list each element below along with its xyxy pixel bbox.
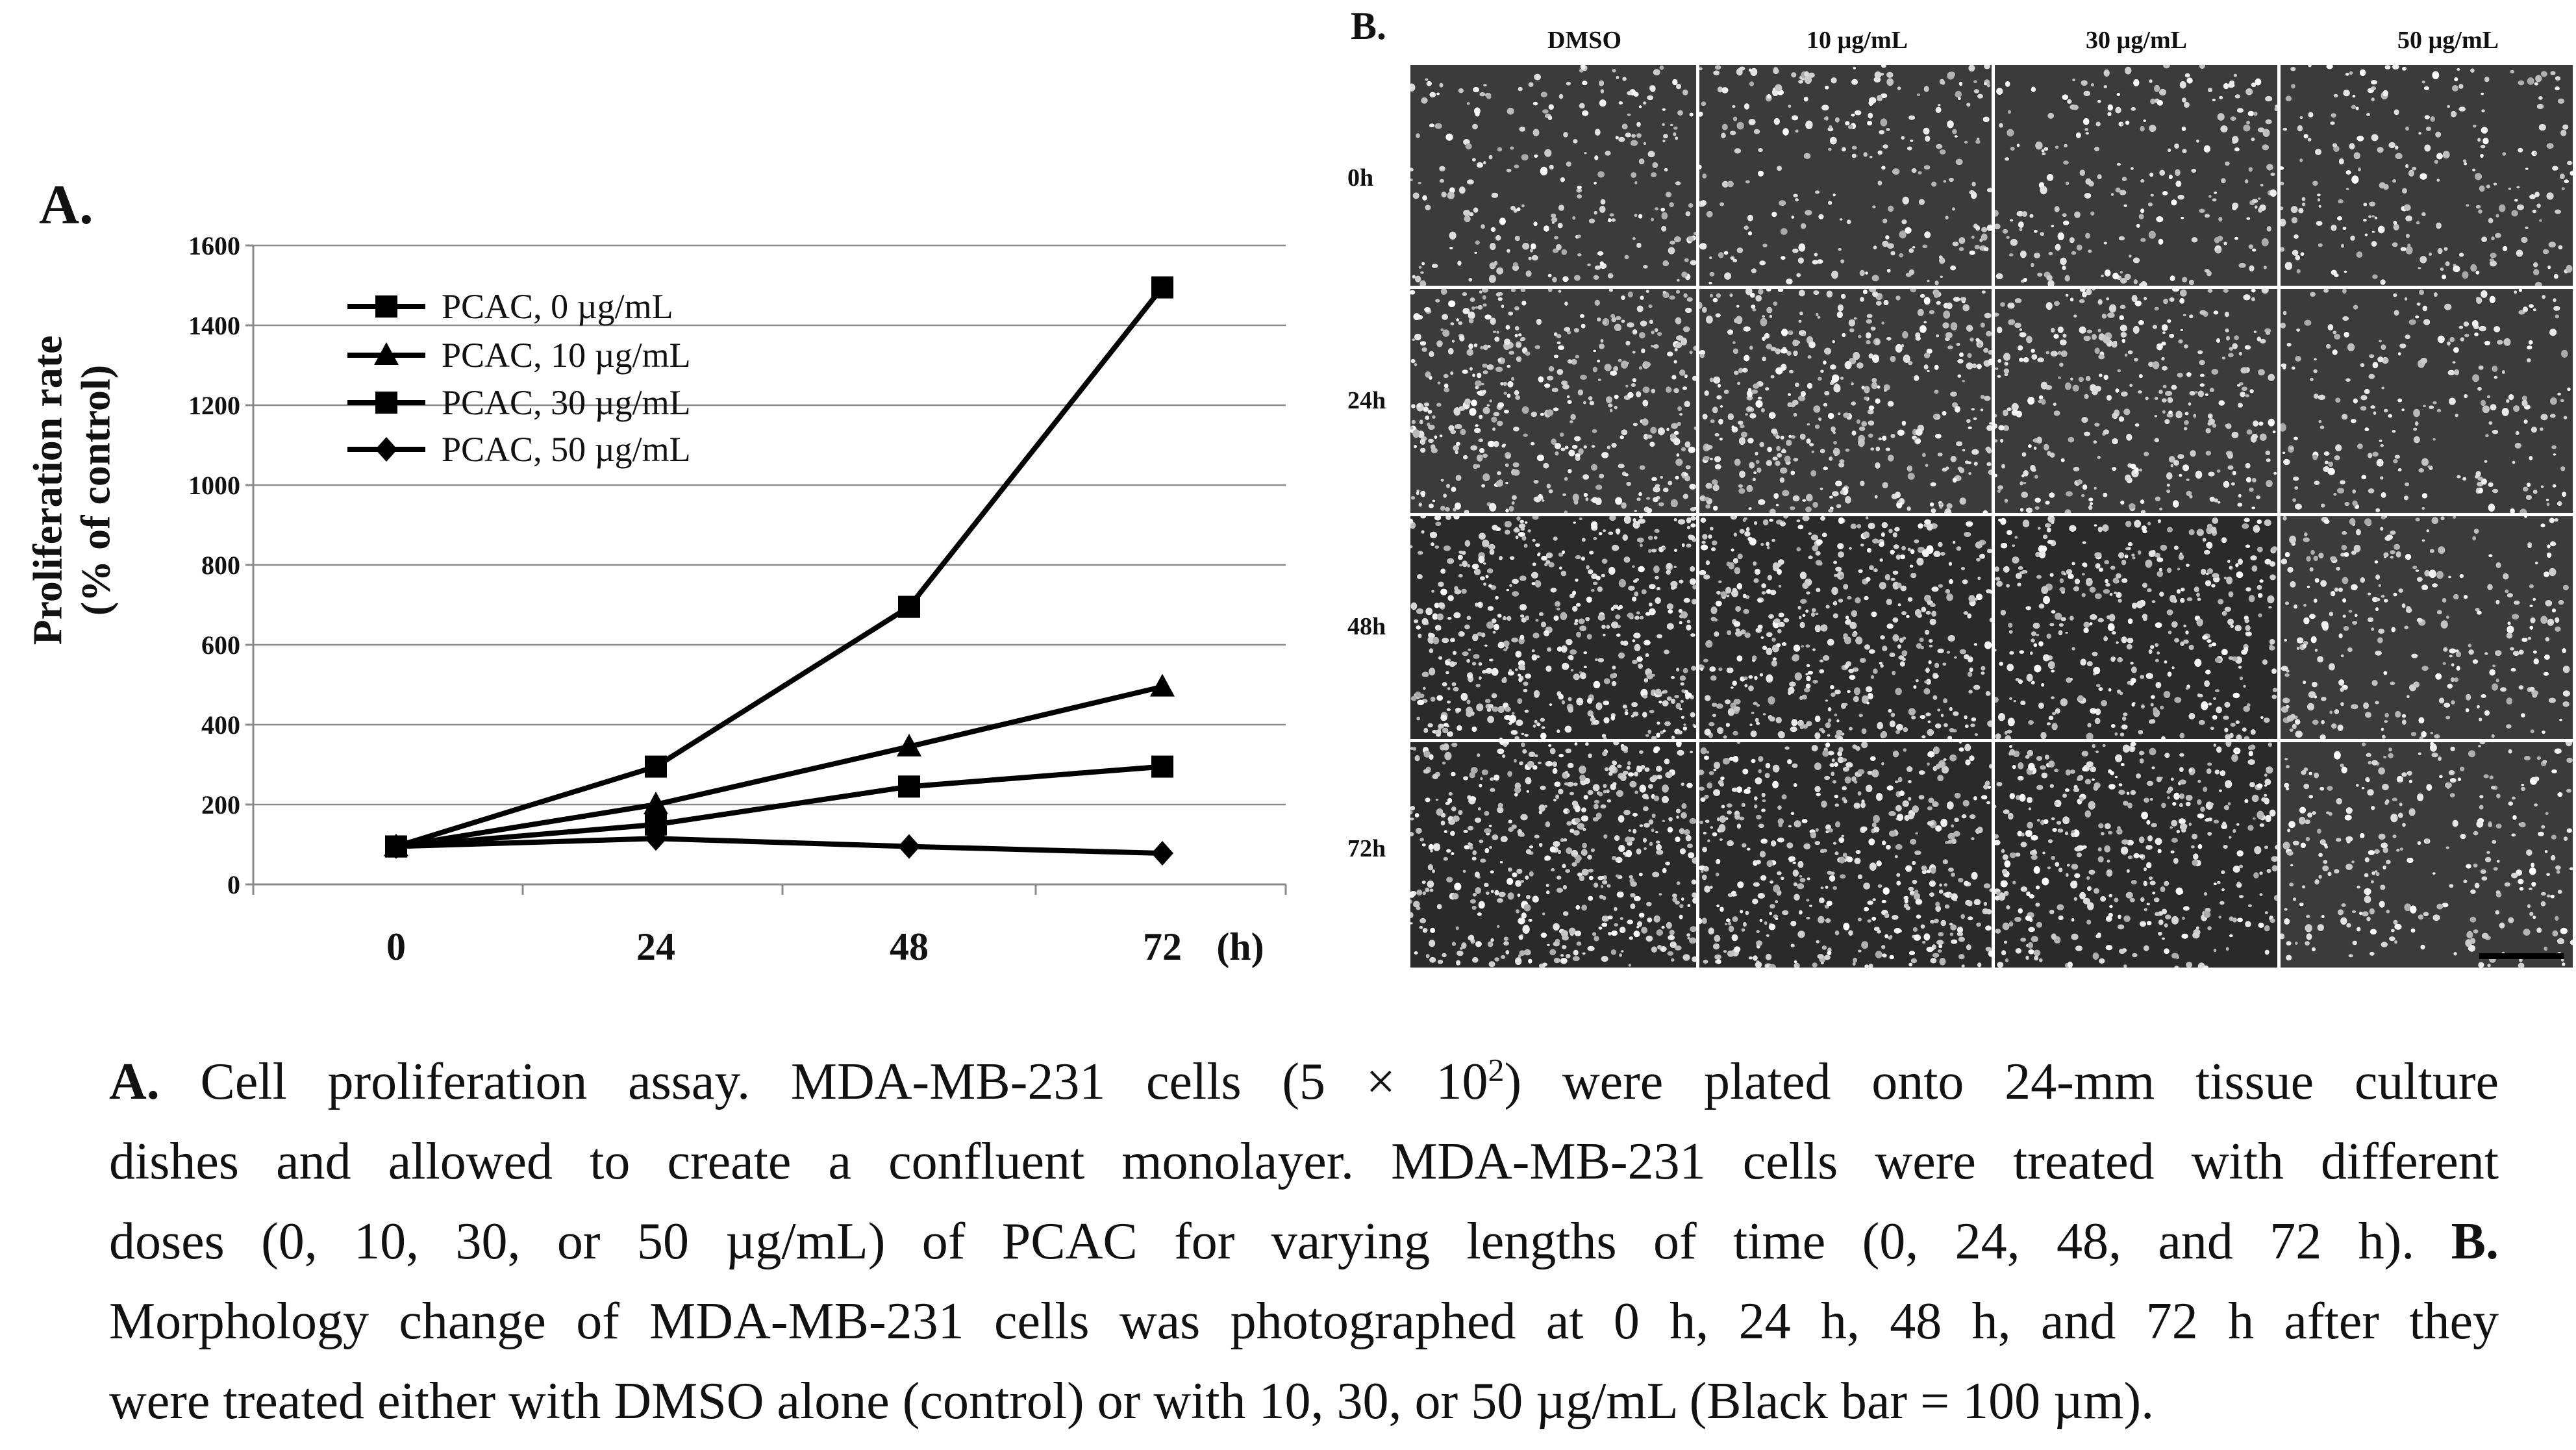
data-point bbox=[898, 834, 920, 859]
legend-entry: PCAC, 0 µg/mL bbox=[442, 287, 673, 326]
legend-entry: PCAC, 50 µg/mL bbox=[442, 430, 691, 469]
row-header-24h: 24h bbox=[1347, 387, 1386, 414]
data-point bbox=[644, 792, 668, 814]
data-point bbox=[645, 826, 667, 851]
x-tick-label: 0 bbox=[386, 925, 406, 968]
series-line-0 bbox=[395, 286, 1165, 849]
caption-line: Morphology change of MDA-MB-231 cells wa… bbox=[109, 1282, 2499, 1362]
caption-text: dishes and allowed to create a confluent… bbox=[109, 1133, 2499, 1190]
y-tick-label: 600 bbox=[201, 631, 240, 660]
micrograph-48h-2 bbox=[1995, 516, 2277, 739]
caption-line: A. Cell proliferation assay. MDA-MB-231 … bbox=[109, 1042, 2499, 1122]
data-point bbox=[385, 834, 407, 859]
data-point bbox=[898, 595, 920, 618]
legend-marker bbox=[375, 392, 397, 414]
micrograph-72h-3 bbox=[2281, 742, 2573, 968]
x-axis-unit: (h) bbox=[1216, 925, 1264, 968]
caption-text: Morphology change of MDA-MB-231 cells wa… bbox=[109, 1293, 2499, 1350]
caption-line: were treated either with DMSO alone (con… bbox=[109, 1362, 2499, 1442]
scale-bar bbox=[2479, 953, 2564, 959]
caption-panel-ref: B. bbox=[2451, 1213, 2499, 1270]
y-tick-label: 0 bbox=[227, 870, 240, 899]
micrograph-48h-3 bbox=[2281, 516, 2573, 739]
column-header-dmso: DMSO bbox=[1547, 27, 1621, 54]
legend-entry: PCAC, 10 µg/mL bbox=[442, 336, 691, 375]
column-header-50ug: 50 µg/mL bbox=[2397, 27, 2499, 54]
micrograph-24h-3 bbox=[2281, 289, 2573, 513]
y-tick-label: 1200 bbox=[188, 391, 240, 420]
series-line-2 bbox=[395, 764, 1163, 849]
y-tick-label: 1600 bbox=[188, 231, 240, 260]
x-tick-label: 48 bbox=[890, 925, 929, 968]
row-header-0h: 0h bbox=[1347, 164, 1374, 192]
data-point bbox=[898, 775, 920, 798]
micrograph-72h-0 bbox=[1410, 742, 1696, 968]
caption-text: ) were plated onto 24-mm tissue culture bbox=[1504, 1053, 2499, 1110]
data-point bbox=[645, 755, 667, 778]
caption-panel-ref: A. bbox=[109, 1053, 160, 1110]
micrograph-0h-1 bbox=[1699, 65, 1992, 286]
data-point bbox=[897, 733, 921, 756]
micrograph-72h-2 bbox=[1995, 742, 2277, 968]
column-header-10ug: 10 µg/mL bbox=[1807, 27, 1908, 54]
micrograph-0h-2 bbox=[1995, 65, 2277, 286]
legend-marker bbox=[375, 295, 397, 318]
y-tick-label: 400 bbox=[201, 710, 240, 740]
row-header-48h: 48h bbox=[1347, 613, 1386, 640]
data-point bbox=[1151, 755, 1173, 778]
y-tick-label: 800 bbox=[201, 551, 240, 580]
series-line-1 bbox=[395, 684, 1163, 849]
legend-entry: PCAC, 30 µg/mL bbox=[442, 383, 691, 422]
caption-text: Cell proliferation assay. MDA-MB-231 cel… bbox=[159, 1053, 1488, 1110]
micrograph-grid bbox=[1410, 65, 2573, 968]
y-tick-label: 1000 bbox=[188, 471, 240, 500]
micrograph-0h-0 bbox=[1410, 65, 1696, 286]
caption-text: doses (0, 10, 30, or 50 µg/mL) of PCAC f… bbox=[109, 1213, 2451, 1270]
micrograph-72h-1 bbox=[1699, 742, 1992, 968]
row-header-72h: 72h bbox=[1347, 835, 1386, 862]
x-tick-label: 24 bbox=[636, 925, 675, 968]
y-tick-label: 1400 bbox=[188, 311, 240, 340]
caption-superscript: 2 bbox=[1488, 1051, 1505, 1088]
micrograph-24h-2 bbox=[1995, 289, 2277, 513]
data-point bbox=[1151, 841, 1173, 866]
data-point bbox=[1151, 276, 1173, 299]
column-header-30ug: 30 µg/mL bbox=[2086, 27, 2187, 54]
panel-a-label: A. bbox=[39, 173, 94, 236]
micrograph-48h-1 bbox=[1699, 516, 1992, 739]
micrograph-24h-1 bbox=[1699, 289, 1992, 513]
micrograph-48h-0 bbox=[1410, 516, 1696, 739]
legend-marker bbox=[374, 342, 399, 365]
micrograph-0h-3 bbox=[2281, 65, 2573, 286]
data-point bbox=[1150, 673, 1175, 697]
x-tick-label: 72 bbox=[1143, 925, 1182, 968]
series-line-3 bbox=[395, 836, 1163, 856]
caption-line: doses (0, 10, 30, or 50 µg/mL) of PCAC f… bbox=[109, 1202, 2499, 1282]
figure-caption: A. Cell proliferation assay. MDA-MB-231 … bbox=[109, 1042, 2499, 1442]
micrograph-24h-0 bbox=[1410, 289, 1696, 513]
caption-line: dishes and allowed to create a confluent… bbox=[109, 1122, 2499, 1202]
caption-text: were treated either with DMSO alone (con… bbox=[109, 1373, 2155, 1430]
y-tick-label: 200 bbox=[201, 790, 240, 819]
panel-b-label: B. bbox=[1351, 5, 1387, 47]
proliferation-line-chart: 0 200 400 600 800 1000 1200 1400 1600 0 24 48 72 (h) P… bbox=[188, 231, 1287, 968]
legend-marker bbox=[375, 437, 397, 462]
